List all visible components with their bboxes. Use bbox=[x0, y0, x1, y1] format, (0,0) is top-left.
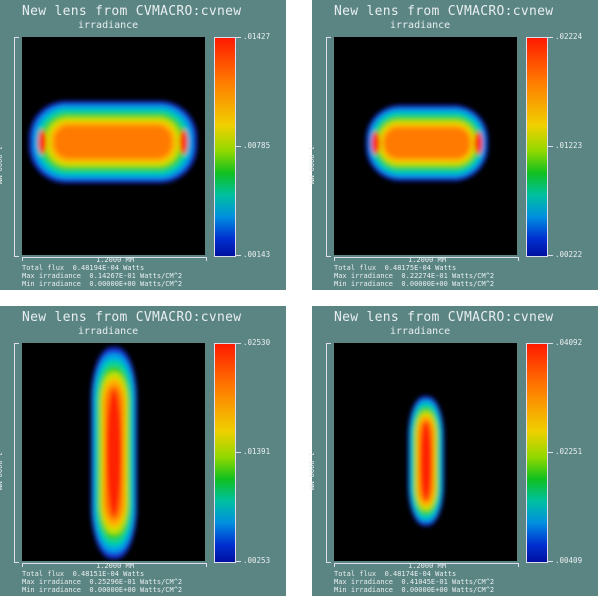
colorbar-min-label: .00409 bbox=[555, 556, 583, 565]
plot-title: New lens from CVMACRO:cvnew bbox=[22, 4, 242, 19]
colorbar-max-label: .02530 bbox=[243, 338, 271, 347]
min-irradiance: Min irradiance 0.00000E+00 Watts/CM^2 bbox=[22, 586, 183, 594]
y-axis-label: 1.0000 MM bbox=[307, 452, 315, 490]
plot-subtitle: irradiance bbox=[390, 326, 451, 337]
irradiance-panel: New lens from CVMACRO:cvnew irradiance 1… bbox=[307, 0, 598, 290]
colorbar-min-label: .00253 bbox=[243, 556, 271, 565]
x-axis-label: 1.2000 MM bbox=[96, 256, 134, 264]
y-axis-label: 1.0000 MM bbox=[0, 146, 3, 184]
colorbar-max-label: .04092 bbox=[555, 338, 583, 347]
x-axis-label: 1.2000 MM bbox=[96, 562, 134, 570]
y-scale-bar bbox=[326, 343, 331, 563]
total-flux: Total flux 0.48174E-04 Watts bbox=[334, 570, 457, 578]
colorbar-tick bbox=[235, 255, 241, 256]
irradiance-map bbox=[334, 343, 517, 561]
irradiance-peak bbox=[38, 129, 47, 155]
colorbar-tick bbox=[235, 452, 241, 453]
y-scale-bar bbox=[14, 37, 19, 257]
colorbar-mid-label: .00785 bbox=[243, 141, 271, 150]
irradiance-panel: New lens from CVMACRO:cvnew irradiance 1… bbox=[0, 0, 286, 290]
irradiance-panel: New lens from CVMACRO:cvnew irradiance 1… bbox=[307, 306, 598, 596]
irradiance-peak bbox=[419, 422, 433, 500]
x-scale-bar bbox=[334, 257, 519, 261]
colorbar bbox=[214, 343, 236, 563]
colorbar-min-label: .00143 bbox=[243, 250, 271, 259]
min-irradiance: Min irradiance 0.00000E+00 Watts/CM^2 bbox=[22, 280, 183, 288]
plot-title: New lens from CVMACRO:cvnew bbox=[334, 4, 554, 19]
colorbar-tick bbox=[547, 37, 553, 38]
irradiance-peak bbox=[474, 131, 483, 155]
plot-subtitle: irradiance bbox=[390, 20, 451, 31]
colorbar-tick bbox=[547, 146, 553, 147]
irradiance-map bbox=[22, 37, 205, 255]
max-irradiance: Max irradiance 0.14267E-01 Watts/CM^2 bbox=[22, 272, 183, 280]
irradiance-contour bbox=[54, 125, 172, 159]
colorbar bbox=[526, 343, 548, 563]
y-axis-label: 1.0000 MM bbox=[0, 452, 3, 490]
irradiance-map bbox=[334, 37, 517, 255]
x-axis-label: 1.2000 MM bbox=[408, 562, 446, 570]
colorbar-mid-label: .02251 bbox=[555, 447, 583, 456]
colorbar-tick bbox=[235, 343, 241, 344]
colorbar-tick bbox=[547, 561, 553, 562]
irradiance-contour bbox=[384, 127, 470, 159]
colorbar-mid-label: .01223 bbox=[555, 141, 583, 150]
plot-subtitle: irradiance bbox=[78, 326, 139, 337]
colorbar-max-label: .02224 bbox=[555, 32, 583, 41]
irradiance-panel: New lens from CVMACRO:cvnew irradiance 1… bbox=[0, 306, 286, 596]
x-scale-bar bbox=[22, 563, 207, 567]
colorbar bbox=[214, 37, 236, 257]
min-irradiance: Min irradiance 0.00000E+00 Watts/CM^2 bbox=[334, 280, 495, 288]
plot-title: New lens from CVMACRO:cvnew bbox=[334, 310, 554, 325]
total-flux: Total flux 0.48194E-04 Watts bbox=[22, 264, 145, 272]
min-irradiance: Min irradiance 0.00000E+00 Watts/CM^2 bbox=[334, 586, 495, 594]
plot-subtitle: irradiance bbox=[78, 20, 139, 31]
x-scale-bar bbox=[22, 257, 207, 261]
max-irradiance: Max irradiance 0.25296E-01 Watts/CM^2 bbox=[22, 578, 183, 586]
total-flux: Total flux 0.48175E-04 Watts bbox=[334, 264, 457, 272]
colorbar bbox=[526, 37, 548, 257]
colorbar-min-label: .00222 bbox=[555, 250, 583, 259]
colorbar-mid-label: .01391 bbox=[243, 447, 271, 456]
max-irradiance: Max irradiance 0.22274E-01 Watts/CM^2 bbox=[334, 272, 495, 280]
y-scale-bar bbox=[14, 343, 19, 563]
irradiance-peak bbox=[371, 131, 380, 155]
x-scale-bar bbox=[334, 563, 519, 567]
y-axis-label: 1.0000 MM bbox=[307, 146, 315, 184]
colorbar-tick bbox=[235, 37, 241, 38]
colorbar-max-label: .01427 bbox=[243, 32, 271, 41]
plot-title: New lens from CVMACRO:cvnew bbox=[22, 310, 242, 325]
total-flux: Total flux 0.48151E-04 Watts bbox=[22, 570, 145, 578]
x-axis-label: 1.2000 MM bbox=[408, 256, 446, 264]
colorbar-tick bbox=[547, 452, 553, 453]
y-scale-bar bbox=[326, 37, 331, 257]
max-irradiance: Max irradiance 0.41045E-01 Watts/CM^2 bbox=[334, 578, 495, 586]
colorbar-tick bbox=[547, 255, 553, 256]
irradiance-peak bbox=[179, 129, 188, 155]
irradiance-peak bbox=[106, 389, 122, 517]
irradiance-map bbox=[22, 343, 205, 561]
colorbar-tick bbox=[235, 146, 241, 147]
colorbar-tick bbox=[547, 343, 553, 344]
colorbar-tick bbox=[235, 561, 241, 562]
